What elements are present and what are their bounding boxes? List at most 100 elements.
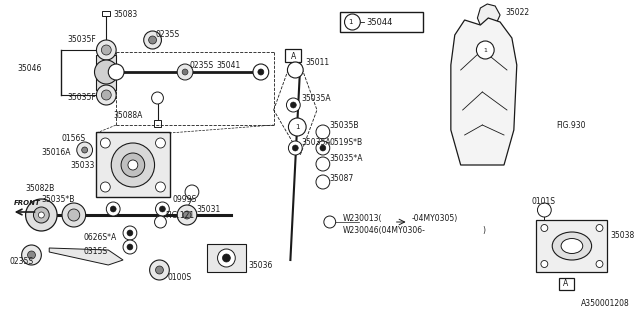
Circle shape	[177, 205, 197, 225]
Circle shape	[541, 260, 548, 268]
Circle shape	[156, 138, 165, 148]
Ellipse shape	[552, 232, 591, 260]
Circle shape	[177, 64, 193, 80]
Text: 35044: 35044	[366, 18, 392, 27]
Circle shape	[144, 31, 161, 49]
Text: 35035F: 35035F	[67, 35, 96, 44]
Circle shape	[26, 199, 57, 231]
Circle shape	[289, 118, 306, 136]
Text: 35022: 35022	[505, 7, 529, 17]
Circle shape	[62, 203, 86, 227]
Polygon shape	[477, 4, 500, 32]
Circle shape	[320, 145, 326, 151]
Text: 35035*A: 35035*A	[330, 154, 364, 163]
Text: 35016A: 35016A	[42, 148, 71, 156]
Circle shape	[292, 145, 298, 151]
Text: 0235S: 0235S	[189, 60, 213, 69]
Circle shape	[156, 182, 165, 192]
Text: 35035F: 35035F	[67, 92, 96, 101]
Text: 0315S: 0315S	[84, 247, 108, 257]
Circle shape	[95, 60, 118, 84]
Bar	[340, 12, 423, 32]
Circle shape	[97, 85, 116, 105]
Circle shape	[344, 14, 360, 30]
Circle shape	[258, 69, 264, 75]
Text: 35035*B: 35035*B	[42, 196, 75, 204]
Circle shape	[156, 202, 170, 216]
Ellipse shape	[561, 238, 583, 253]
Text: 35035A: 35035A	[301, 93, 331, 102]
Text: 35036: 35036	[248, 260, 273, 269]
Circle shape	[596, 225, 603, 231]
Circle shape	[324, 216, 335, 228]
Bar	[97, 55, 116, 90]
Circle shape	[100, 138, 110, 148]
Circle shape	[68, 209, 80, 221]
Circle shape	[156, 266, 163, 274]
Circle shape	[38, 212, 44, 218]
Text: 35083: 35083	[113, 10, 138, 19]
Circle shape	[22, 245, 42, 265]
Text: 0999S: 0999S	[172, 196, 196, 204]
Circle shape	[110, 206, 116, 212]
Text: 0156S: 0156S	[61, 133, 85, 142]
Circle shape	[253, 64, 269, 80]
Text: 1: 1	[348, 19, 353, 25]
Text: 0235S: 0235S	[156, 29, 180, 38]
Text: 0100S: 0100S	[167, 274, 191, 283]
Text: A350001208: A350001208	[580, 299, 630, 308]
Text: ): )	[483, 226, 485, 235]
Circle shape	[596, 260, 603, 268]
Circle shape	[127, 230, 133, 236]
Bar	[536, 220, 607, 272]
Polygon shape	[49, 248, 123, 265]
Circle shape	[111, 143, 154, 187]
Circle shape	[152, 92, 163, 104]
Circle shape	[97, 40, 116, 60]
Bar	[97, 132, 170, 197]
Circle shape	[101, 45, 111, 55]
Circle shape	[287, 98, 300, 112]
Circle shape	[218, 249, 236, 267]
Text: 35082B: 35082B	[26, 183, 55, 193]
Text: 0235S: 0235S	[10, 258, 34, 267]
Text: FRONT: FRONT	[14, 200, 40, 206]
Text: 35038: 35038	[611, 230, 635, 239]
Bar	[102, 11, 110, 16]
Text: A: A	[291, 52, 296, 60]
Circle shape	[28, 251, 35, 259]
Circle shape	[316, 157, 330, 171]
Text: 35035A: 35035A	[301, 138, 331, 147]
Circle shape	[148, 36, 157, 44]
Text: 1: 1	[483, 47, 487, 52]
Circle shape	[183, 211, 191, 219]
Circle shape	[291, 102, 296, 108]
Text: 0626S*A: 0626S*A	[84, 234, 117, 243]
Circle shape	[150, 260, 170, 280]
Text: 1: 1	[295, 124, 300, 130]
Text: 0519S*B: 0519S*B	[330, 138, 363, 147]
Circle shape	[182, 69, 188, 75]
Circle shape	[121, 153, 145, 177]
Circle shape	[159, 206, 165, 212]
Text: 35033: 35033	[71, 161, 95, 170]
Bar	[285, 49, 301, 62]
Circle shape	[476, 41, 494, 59]
Circle shape	[123, 240, 137, 254]
Circle shape	[223, 254, 230, 262]
Circle shape	[108, 64, 124, 80]
Circle shape	[128, 160, 138, 170]
Circle shape	[106, 202, 120, 216]
Circle shape	[127, 244, 133, 250]
Circle shape	[287, 62, 303, 78]
Bar	[154, 120, 161, 127]
Text: 35031: 35031	[197, 205, 221, 214]
Text: 35041: 35041	[216, 60, 241, 69]
Circle shape	[538, 203, 551, 217]
Text: -04MY0305): -04MY0305)	[412, 213, 458, 222]
Text: 0101S: 0101S	[532, 197, 556, 206]
Text: 35035B: 35035B	[330, 121, 359, 130]
Text: W230046(04MY0306-: W230046(04MY0306-	[342, 226, 426, 235]
Circle shape	[101, 90, 111, 100]
Text: 35088A: 35088A	[113, 110, 143, 119]
